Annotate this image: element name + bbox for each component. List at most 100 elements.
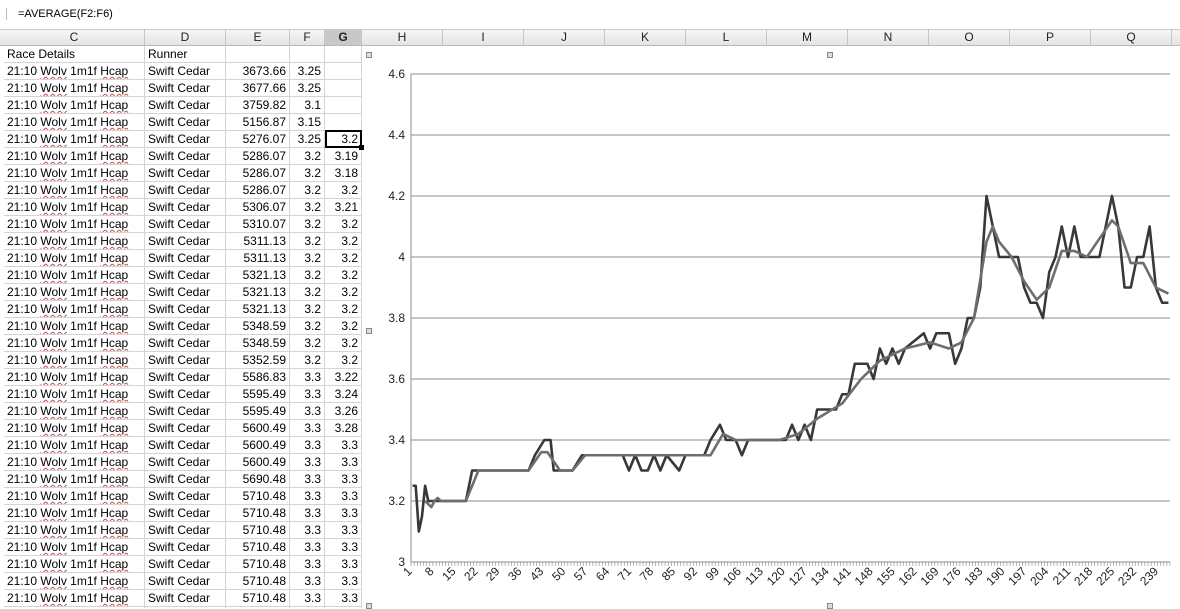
value-cell-e[interactable]: 5276.07 bbox=[226, 131, 290, 148]
column-header-c[interactable]: C bbox=[4, 30, 145, 45]
header-cell-g[interactable] bbox=[325, 46, 362, 63]
value-cell-f[interactable]: 3.15 bbox=[290, 114, 325, 131]
value-cell-g[interactable]: 3.2 bbox=[325, 182, 362, 199]
value-cell-f[interactable]: 3.3 bbox=[290, 590, 325, 607]
race-details-cell[interactable]: 21:10 Wolv 1m1f Hcap bbox=[4, 505, 145, 522]
value-cell-g[interactable]: 3.2 bbox=[325, 301, 362, 318]
value-cell-e[interactable]: 5311.13 bbox=[226, 233, 290, 250]
column-header-i[interactable]: I bbox=[443, 30, 524, 45]
value-cell-e[interactable]: 5348.59 bbox=[226, 335, 290, 352]
race-details-cell[interactable]: 21:10 Wolv 1m1f Hcap bbox=[4, 250, 145, 267]
value-cell-f[interactable]: 3.2 bbox=[290, 318, 325, 335]
value-cell-f[interactable]: 3.3 bbox=[290, 505, 325, 522]
runner-cell[interactable]: Swift Cedar bbox=[145, 573, 226, 590]
value-cell-e[interactable]: 5321.13 bbox=[226, 284, 290, 301]
header-cell-d[interactable]: Runner bbox=[145, 46, 226, 63]
runner-cell[interactable]: Swift Cedar bbox=[145, 369, 226, 386]
value-cell-e[interactable]: 5321.13 bbox=[226, 301, 290, 318]
value-cell-f[interactable]: 3.3 bbox=[290, 369, 325, 386]
value-cell-e[interactable]: 5710.48 bbox=[226, 590, 290, 607]
value-cell-e[interactable]: 5710.48 bbox=[226, 573, 290, 590]
value-cell-g[interactable]: 3.3 bbox=[325, 539, 362, 556]
race-details-cell[interactable]: 21:10 Wolv 1m1f Hcap bbox=[4, 199, 145, 216]
race-details-cell[interactable]: 21:10 Wolv 1m1f Hcap bbox=[4, 284, 145, 301]
value-cell-f[interactable]: 3.2 bbox=[290, 216, 325, 233]
race-details-cell[interactable]: 21:10 Wolv 1m1f Hcap bbox=[4, 267, 145, 284]
value-cell-g[interactable]: 3.3 bbox=[325, 488, 362, 505]
value-cell-e[interactable]: 5286.07 bbox=[226, 182, 290, 199]
value-cell-e[interactable]: 5710.48 bbox=[226, 505, 290, 522]
value-cell-g[interactable]: 3.2 bbox=[325, 233, 362, 250]
race-details-cell[interactable]: 21:10 Wolv 1m1f Hcap bbox=[4, 386, 145, 403]
runner-cell[interactable]: Swift Cedar bbox=[145, 454, 226, 471]
runner-cell[interactable]: Swift Cedar bbox=[145, 539, 226, 556]
value-cell-e[interactable]: 5586.83 bbox=[226, 369, 290, 386]
value-cell-e[interactable]: 5600.49 bbox=[226, 454, 290, 471]
column-header-l[interactable]: L bbox=[686, 30, 767, 45]
race-details-cell[interactable]: 21:10 Wolv 1m1f Hcap bbox=[4, 216, 145, 233]
race-details-cell[interactable]: 21:10 Wolv 1m1f Hcap bbox=[4, 233, 145, 250]
race-details-cell[interactable]: 21:10 Wolv 1m1f Hcap bbox=[4, 573, 145, 590]
value-cell-e[interactable]: 5156.87 bbox=[226, 114, 290, 131]
value-cell-e[interactable]: 5311.13 bbox=[226, 250, 290, 267]
chart-resize-handle-top-left[interactable] bbox=[366, 52, 372, 58]
runner-cell[interactable]: Swift Cedar bbox=[145, 318, 226, 335]
column-header-e[interactable]: E bbox=[226, 30, 290, 45]
race-details-cell[interactable]: 21:10 Wolv 1m1f Hcap bbox=[4, 352, 145, 369]
runner-cell[interactable]: Swift Cedar bbox=[145, 114, 226, 131]
column-header-d[interactable]: D bbox=[145, 30, 226, 45]
value-cell-g[interactable]: 3.2 bbox=[325, 318, 362, 335]
value-cell-g[interactable]: 3.3 bbox=[325, 556, 362, 573]
value-cell-g[interactable]: 3.3 bbox=[325, 590, 362, 607]
value-cell-g[interactable]: 3.2 bbox=[325, 250, 362, 267]
value-cell-f[interactable]: 3.2 bbox=[290, 301, 325, 318]
race-details-cell[interactable]: 21:10 Wolv 1m1f Hcap bbox=[4, 539, 145, 556]
column-header-q[interactable]: Q bbox=[1091, 30, 1172, 45]
value-cell-f[interactable]: 3.2 bbox=[290, 199, 325, 216]
race-details-cell[interactable]: 21:10 Wolv 1m1f Hcap bbox=[4, 471, 145, 488]
value-cell-g[interactable]: 3.2 bbox=[325, 352, 362, 369]
race-details-cell[interactable]: 21:10 Wolv 1m1f Hcap bbox=[4, 148, 145, 165]
race-details-cell[interactable]: 21:10 Wolv 1m1f Hcap bbox=[4, 131, 145, 148]
value-cell-e[interactable]: 5286.07 bbox=[226, 165, 290, 182]
runner-cell[interactable]: Swift Cedar bbox=[145, 522, 226, 539]
value-cell-f[interactable]: 3.3 bbox=[290, 403, 325, 420]
value-cell-f[interactable]: 3.3 bbox=[290, 471, 325, 488]
race-details-cell[interactable]: 21:10 Wolv 1m1f Hcap bbox=[4, 556, 145, 573]
value-cell-f[interactable]: 3.3 bbox=[290, 573, 325, 590]
value-cell-e[interactable]: 3677.66 bbox=[226, 80, 290, 97]
value-cell-f[interactable]: 3.25 bbox=[290, 80, 325, 97]
value-cell-g[interactable]: 3.18 bbox=[325, 165, 362, 182]
value-cell-g[interactable]: 3.19 bbox=[325, 148, 362, 165]
value-cell-f[interactable]: 3.2 bbox=[290, 250, 325, 267]
value-cell-f[interactable]: 3.2 bbox=[290, 233, 325, 250]
race-details-cell[interactable]: 21:10 Wolv 1m1f Hcap bbox=[4, 522, 145, 539]
runner-cell[interactable]: Swift Cedar bbox=[145, 352, 226, 369]
value-cell-g[interactable]: 3.3 bbox=[325, 573, 362, 590]
runner-cell[interactable]: Swift Cedar bbox=[145, 148, 226, 165]
race-details-cell[interactable]: 21:10 Wolv 1m1f Hcap bbox=[4, 488, 145, 505]
value-cell-e[interactable]: 5348.59 bbox=[226, 318, 290, 335]
column-header-h[interactable]: H bbox=[362, 30, 443, 45]
runner-cell[interactable]: Swift Cedar bbox=[145, 386, 226, 403]
race-details-cell[interactable]: 21:10 Wolv 1m1f Hcap bbox=[4, 114, 145, 131]
value-cell-e[interactable]: 5286.07 bbox=[226, 148, 290, 165]
value-cell-g[interactable]: 3.2 bbox=[325, 216, 362, 233]
value-cell-e[interactable]: 5710.48 bbox=[226, 522, 290, 539]
value-cell-f[interactable]: 3.2 bbox=[290, 182, 325, 199]
value-cell-g[interactable]: 3.22 bbox=[325, 369, 362, 386]
race-details-cell[interactable]: 21:10 Wolv 1m1f Hcap bbox=[4, 369, 145, 386]
column-header-g[interactable]: G bbox=[325, 30, 362, 45]
column-header-o[interactable]: O bbox=[929, 30, 1010, 45]
runner-cell[interactable]: Swift Cedar bbox=[145, 63, 226, 80]
value-cell-e[interactable]: 5600.49 bbox=[226, 437, 290, 454]
value-cell-f[interactable]: 3.2 bbox=[290, 148, 325, 165]
race-details-cell[interactable]: 21:10 Wolv 1m1f Hcap bbox=[4, 403, 145, 420]
runner-cell[interactable]: Swift Cedar bbox=[145, 335, 226, 352]
value-cell-g[interactable] bbox=[325, 80, 362, 97]
value-cell-e[interactable]: 5710.48 bbox=[226, 539, 290, 556]
value-cell-f[interactable]: 3.3 bbox=[290, 454, 325, 471]
value-cell-e[interactable]: 5310.07 bbox=[226, 216, 290, 233]
value-cell-e[interactable]: 3759.82 bbox=[226, 97, 290, 114]
value-cell-g[interactable] bbox=[325, 97, 362, 114]
